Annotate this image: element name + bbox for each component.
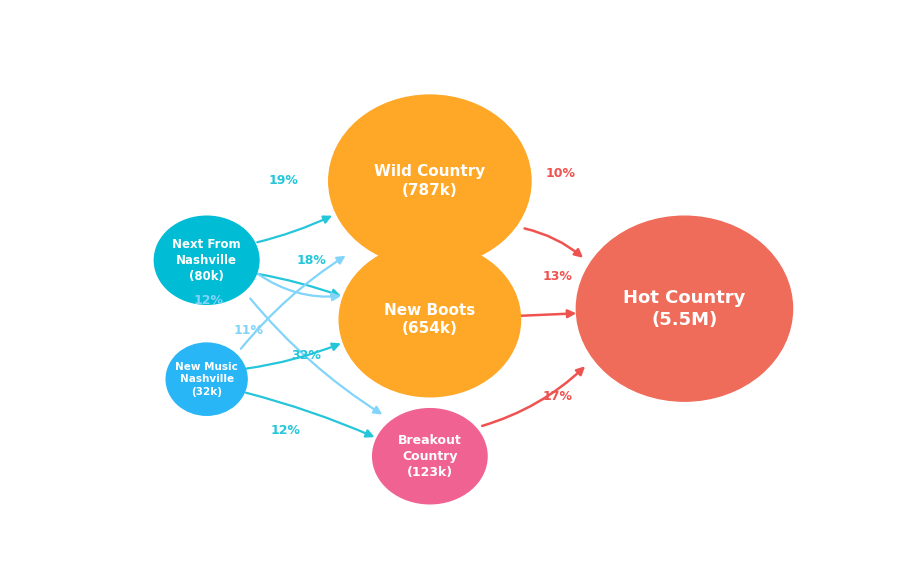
Text: New Boots
(654k): New Boots (654k) — [384, 303, 475, 336]
Text: 12%: 12% — [194, 294, 224, 307]
FancyArrowPatch shape — [525, 228, 581, 256]
Text: 19%: 19% — [268, 174, 298, 188]
Text: 17%: 17% — [543, 390, 572, 403]
Ellipse shape — [155, 216, 259, 304]
Ellipse shape — [576, 216, 793, 401]
Ellipse shape — [373, 408, 487, 504]
Ellipse shape — [166, 343, 248, 415]
Text: 10%: 10% — [546, 167, 576, 180]
Text: 18%: 18% — [296, 254, 326, 267]
FancyArrowPatch shape — [247, 344, 338, 368]
FancyArrowPatch shape — [258, 274, 338, 300]
FancyArrowPatch shape — [241, 257, 344, 349]
Text: Breakout
Country
(123k): Breakout Country (123k) — [398, 434, 462, 479]
FancyArrowPatch shape — [258, 274, 338, 296]
Text: Wild Country
(787k): Wild Country (787k) — [374, 164, 485, 198]
Text: 11%: 11% — [417, 242, 447, 255]
FancyArrowPatch shape — [482, 368, 583, 426]
FancyArrowPatch shape — [246, 393, 373, 436]
Text: Next From
Nashville
(80k): Next From Nashville (80k) — [173, 238, 241, 283]
Ellipse shape — [328, 95, 531, 267]
Text: Hot Country
(5.5M): Hot Country (5.5M) — [624, 289, 745, 329]
Text: 11%: 11% — [233, 324, 264, 337]
Ellipse shape — [339, 243, 520, 397]
Text: 13%: 13% — [543, 270, 572, 283]
FancyArrowPatch shape — [257, 217, 330, 243]
Text: New Music
Nashville
(32k): New Music Nashville (32k) — [176, 362, 238, 396]
Text: 12%: 12% — [271, 424, 301, 437]
FancyArrowPatch shape — [520, 311, 573, 317]
FancyArrowPatch shape — [250, 299, 381, 413]
Text: 32%: 32% — [292, 349, 321, 362]
FancyArrowPatch shape — [427, 198, 433, 313]
